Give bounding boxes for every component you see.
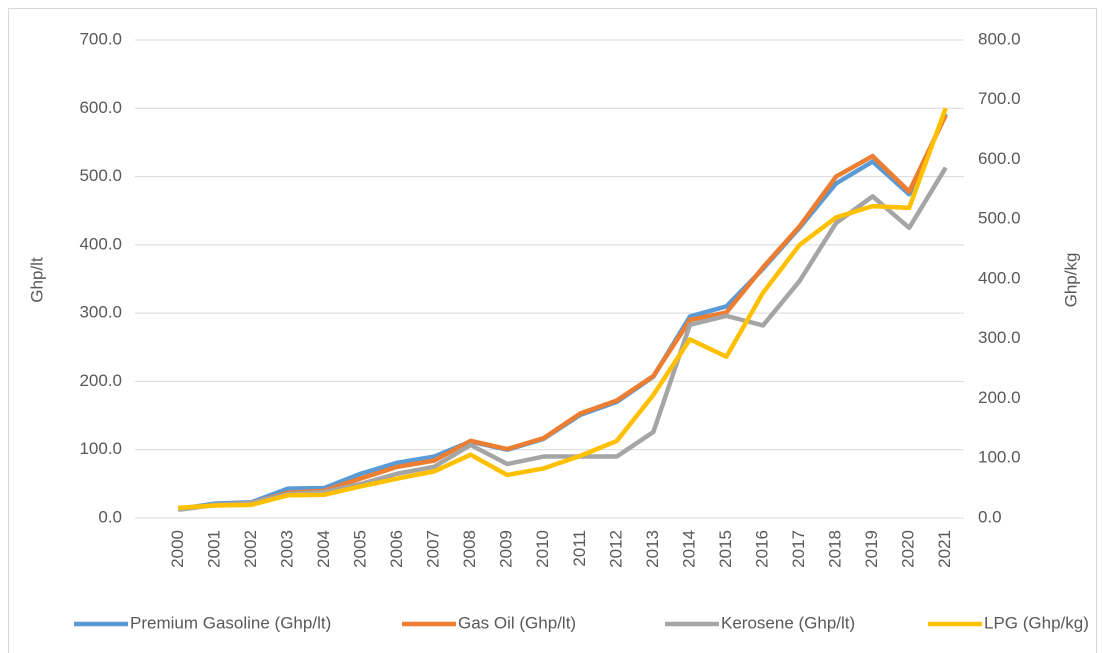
y2-tick-label: 600.0 (978, 149, 1021, 168)
x-tick-label: 2003 (277, 530, 296, 568)
y2-axis-title: Ghp/kg (1061, 253, 1080, 308)
chart-border (8, 8, 1097, 653)
y2-tick-label: 700.0 (978, 89, 1021, 108)
x-tick-label: 2008 (460, 530, 479, 568)
legend-label: LPG (Ghp/kg) (984, 613, 1089, 632)
x-tick-label: 2000 (168, 530, 187, 568)
legend-label: Kerosene (Ghp/lt) (721, 613, 855, 632)
y2-tick-label: 800.0 (978, 29, 1021, 48)
y2-tick-label: 100.0 (978, 448, 1021, 467)
y-tick-label: 400.0 (79, 234, 122, 253)
x-tick-label: 2017 (789, 530, 808, 568)
y-tick-label: 0.0 (98, 507, 122, 526)
line-series (178, 107, 948, 511)
x-tick-label: 2011 (570, 530, 589, 567)
x-tick-label: 2009 (497, 530, 516, 568)
x-tick-label: 2016 (752, 530, 771, 568)
x-tick-label: 2021 (935, 530, 954, 568)
y-tick-label: 200.0 (79, 371, 122, 390)
x-tick-label: 2005 (350, 530, 369, 568)
x-tick-label: 2014 (679, 530, 698, 568)
legend-label: Premium Gasoline (Ghp/lt) (130, 613, 331, 632)
x-tick-label: 2010 (533, 530, 552, 568)
y-tick-label: 600.0 (79, 98, 122, 117)
y-axis-title: Ghp/lt (27, 257, 46, 303)
x-tick-label: 2015 (716, 530, 735, 568)
x-tick-label: 2019 (862, 530, 881, 568)
legend-label: Gas Oil (Ghp/lt) (458, 613, 576, 632)
x-tick-label: 2012 (606, 530, 625, 568)
x-tick-label: 2007 (424, 530, 443, 568)
x-tick-label: 2001 (204, 530, 223, 568)
y-tick-label: 300.0 (79, 303, 122, 322)
x-tick-label: 2018 (826, 530, 845, 568)
y2-tick-label: 0.0 (978, 507, 1002, 526)
x-tick-label: 2006 (387, 530, 406, 568)
y-tick-label: 100.0 (79, 439, 122, 458)
y-tick-label: 500.0 (79, 166, 122, 185)
x-tick-label: 2002 (241, 530, 260, 568)
y-tick-label: 700.0 (79, 29, 122, 48)
y2-tick-label: 500.0 (978, 209, 1021, 228)
x-tick-label: 2013 (643, 530, 662, 568)
x-tick-label: 2004 (314, 530, 333, 568)
y2-tick-label: 200.0 (978, 388, 1021, 407)
y2-tick-label: 300.0 (978, 328, 1021, 347)
x-tick-label: 2020 (899, 530, 918, 568)
y2-tick-label: 400.0 (978, 268, 1021, 287)
